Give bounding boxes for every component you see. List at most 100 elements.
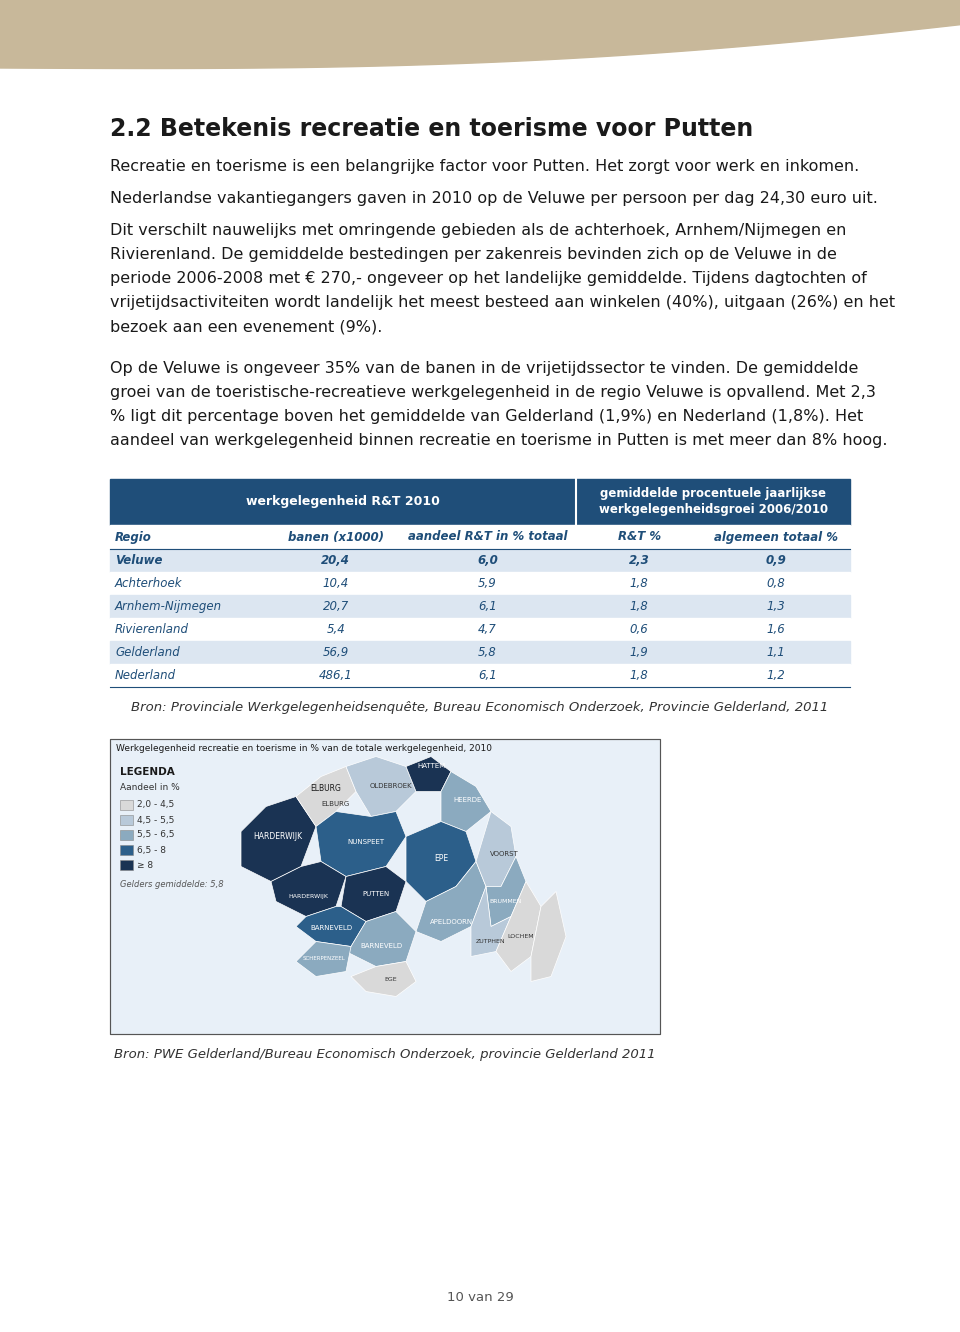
Bar bbox=[110, 739, 660, 1034]
Text: Op de Veluwe is ongeveer 35% van de banen in de vrijetijdssector te vinden. De g: Op de Veluwe is ongeveer 35% van de bane… bbox=[110, 361, 858, 376]
Text: Recreatie en toerisme is een belangrijke factor voor Putten. Het zorgt voor werk: Recreatie en toerisme is een belangrijke… bbox=[110, 159, 859, 174]
Text: Nederland: Nederland bbox=[115, 669, 176, 682]
Text: periode 2006-2008 met € 270,- ongeveer op het landelijke gemiddelde. Tijdens dag: periode 2006-2008 met € 270,- ongeveer o… bbox=[110, 270, 867, 286]
Text: 20,4: 20,4 bbox=[322, 554, 350, 567]
Bar bbox=[576, 480, 850, 525]
Text: 1,6: 1,6 bbox=[767, 623, 785, 635]
Text: Arnhem-Nijmegen: Arnhem-Nijmegen bbox=[115, 599, 222, 613]
Text: VOORST: VOORST bbox=[490, 851, 518, 858]
Text: BARNEVELD: BARNEVELD bbox=[310, 926, 352, 931]
Text: 6,1: 6,1 bbox=[478, 599, 496, 613]
Text: R&T %: R&T % bbox=[617, 530, 660, 543]
Bar bbox=[120, 844, 133, 855]
Text: OLDEBROEK: OLDEBROEK bbox=[370, 783, 412, 790]
Polygon shape bbox=[346, 911, 416, 967]
Bar bbox=[110, 549, 850, 571]
Text: PUTTEN: PUTTEN bbox=[362, 891, 390, 898]
Polygon shape bbox=[441, 771, 491, 831]
Polygon shape bbox=[496, 882, 541, 971]
Polygon shape bbox=[351, 962, 416, 996]
Bar bbox=[110, 525, 850, 549]
Text: 1,8: 1,8 bbox=[630, 599, 648, 613]
Polygon shape bbox=[296, 766, 356, 826]
Text: HATTEM: HATTEM bbox=[417, 763, 445, 770]
Polygon shape bbox=[0, 0, 960, 68]
Bar bbox=[110, 739, 660, 1034]
Polygon shape bbox=[296, 942, 351, 976]
Text: 2,3: 2,3 bbox=[629, 554, 650, 567]
Text: bezoek aan een evenement (9%).: bezoek aan een evenement (9%). bbox=[110, 318, 382, 334]
Text: 6,1: 6,1 bbox=[478, 669, 496, 682]
Polygon shape bbox=[406, 757, 451, 791]
Polygon shape bbox=[476, 811, 516, 887]
Polygon shape bbox=[341, 867, 406, 922]
Text: 5,4: 5,4 bbox=[326, 623, 345, 635]
Bar bbox=[120, 830, 133, 840]
Text: Gelders gemiddelde: 5,8: Gelders gemiddelde: 5,8 bbox=[120, 880, 224, 888]
Text: 5,5 - 6,5: 5,5 - 6,5 bbox=[137, 830, 175, 839]
Text: SCHERPENZEEL: SCHERPENZEEL bbox=[302, 956, 346, 960]
Text: 10 van 29: 10 van 29 bbox=[446, 1291, 514, 1304]
Text: 4,5 - 5,5: 4,5 - 5,5 bbox=[137, 815, 175, 825]
Text: Regio: Regio bbox=[115, 530, 152, 543]
Text: ≥ 8: ≥ 8 bbox=[137, 860, 154, 870]
Bar bbox=[110, 618, 850, 641]
Bar bbox=[110, 641, 850, 663]
Text: 10,4: 10,4 bbox=[323, 577, 348, 590]
Text: HARDERWIJK: HARDERWIJK bbox=[288, 894, 328, 899]
Bar bbox=[110, 480, 576, 525]
Text: 6,0: 6,0 bbox=[477, 554, 498, 567]
Text: 1,2: 1,2 bbox=[767, 669, 785, 682]
Text: 0,8: 0,8 bbox=[767, 577, 785, 590]
Text: 56,9: 56,9 bbox=[323, 646, 348, 659]
Bar bbox=[120, 801, 133, 810]
Text: 20,7: 20,7 bbox=[323, 599, 348, 613]
Polygon shape bbox=[416, 862, 486, 942]
Bar bbox=[110, 663, 850, 687]
Text: vrijetijdsactiviteiten wordt landelijk het meest besteed aan winkelen (40%), uit: vrijetijdsactiviteiten wordt landelijk h… bbox=[110, 294, 895, 310]
Text: Rivierenland: Rivierenland bbox=[115, 623, 189, 635]
Polygon shape bbox=[271, 862, 346, 916]
Text: 486,1: 486,1 bbox=[319, 669, 352, 682]
Polygon shape bbox=[531, 891, 566, 982]
Polygon shape bbox=[346, 757, 416, 817]
Text: 6,5 - 8: 6,5 - 8 bbox=[137, 846, 166, 855]
Text: 1,1: 1,1 bbox=[767, 646, 785, 659]
Text: NUNSPEET: NUNSPEET bbox=[348, 839, 385, 844]
Polygon shape bbox=[296, 907, 366, 947]
Text: BARNEVELD: BARNEVELD bbox=[360, 943, 402, 950]
Text: HEERDE: HEERDE bbox=[454, 797, 482, 802]
Text: banen (x1000): banen (x1000) bbox=[288, 530, 384, 543]
Text: Bron: Provinciale Werkgelegenheidsenquête, Bureau Economisch Onderzoek, Provinci: Bron: Provinciale Werkgelegenheidsenquêt… bbox=[132, 701, 828, 714]
Bar bbox=[110, 595, 850, 618]
Text: algemeen totaal %: algemeen totaal % bbox=[714, 530, 838, 543]
Text: Werkgelegenheid recreatie en toerisme in % van de totale werkgelegenheid, 2010: Werkgelegenheid recreatie en toerisme in… bbox=[116, 745, 492, 753]
Text: 5,9: 5,9 bbox=[478, 577, 496, 590]
Polygon shape bbox=[406, 822, 476, 902]
Text: 4,7: 4,7 bbox=[478, 623, 496, 635]
Text: 1,8: 1,8 bbox=[630, 577, 648, 590]
Text: Veluwe: Veluwe bbox=[115, 554, 162, 567]
Text: LEGENDA: LEGENDA bbox=[120, 767, 175, 777]
Text: 0,6: 0,6 bbox=[630, 623, 648, 635]
Text: BRUMMEN: BRUMMEN bbox=[490, 899, 522, 904]
Text: ZUTPHEN: ZUTPHEN bbox=[476, 939, 506, 944]
Polygon shape bbox=[241, 797, 316, 882]
Polygon shape bbox=[486, 856, 526, 927]
Text: EPE: EPE bbox=[434, 854, 448, 863]
Text: LOCHEM: LOCHEM bbox=[508, 934, 535, 939]
Text: Gelderland: Gelderland bbox=[115, 646, 180, 659]
Text: EGE: EGE bbox=[385, 976, 397, 982]
Bar bbox=[110, 571, 850, 595]
Polygon shape bbox=[471, 887, 511, 956]
Text: 1,8: 1,8 bbox=[630, 669, 648, 682]
Text: Aandeel in %: Aandeel in % bbox=[120, 783, 180, 793]
Text: Dit verschilt nauwelijks met omringende gebieden als de achterhoek, Arnhem/Nijme: Dit verschilt nauwelijks met omringende … bbox=[110, 222, 847, 238]
Text: % ligt dit percentage boven het gemiddelde van Gelderland (1,9%) en Nederland (1: % ligt dit percentage boven het gemiddel… bbox=[110, 409, 863, 424]
Text: ELBURG: ELBURG bbox=[322, 801, 350, 806]
Text: aandeel R&T in % totaal: aandeel R&T in % totaal bbox=[408, 530, 567, 543]
Text: 1,3: 1,3 bbox=[767, 599, 785, 613]
Text: Achterhoek: Achterhoek bbox=[115, 577, 182, 590]
Text: aandeel van werkgelegenheid binnen recreatie en toerisme in Putten is met meer d: aandeel van werkgelegenheid binnen recre… bbox=[110, 433, 887, 448]
Text: HARDERWIJK: HARDERWIJK bbox=[253, 832, 302, 840]
